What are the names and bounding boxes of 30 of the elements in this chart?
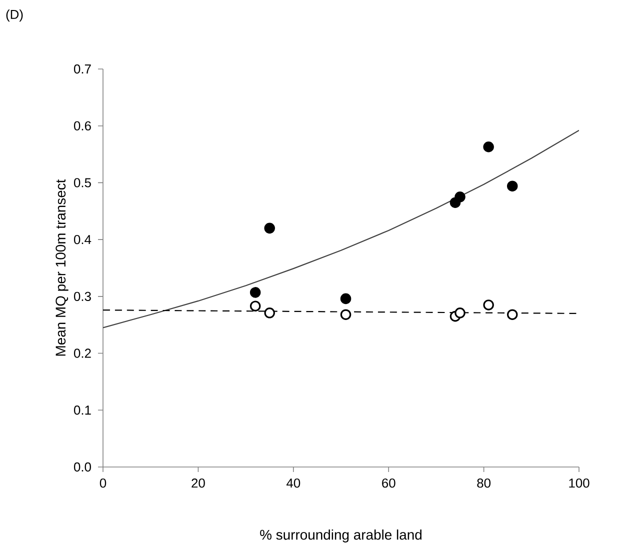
point <box>454 308 466 318</box>
y-axis-title: Mean MQ per 100m transect <box>56 179 68 356</box>
x-axis-title: % surrounding arable land <box>260 529 422 542</box>
y-tick-label: 0.3 <box>74 292 91 301</box>
point <box>483 300 494 310</box>
point <box>264 222 275 234</box>
point <box>506 309 518 320</box>
line-series <box>103 130 580 328</box>
x-tick-label: 20 <box>192 478 205 488</box>
y-tick-label: 0.1 <box>74 406 91 415</box>
point <box>250 287 261 298</box>
point <box>506 180 518 192</box>
y-tick-label: 0.2 <box>74 348 91 358</box>
point <box>340 309 352 320</box>
y-tick-label: 0.4 <box>74 234 92 244</box>
x-tick-label: 60 <box>382 478 396 488</box>
x-tick-label: 80 <box>477 478 491 488</box>
x-tick-label: 40 <box>286 478 300 488</box>
x-tick-label: 0 <box>100 478 106 488</box>
point <box>340 293 352 304</box>
x-tick-label: 100 <box>569 478 590 488</box>
point <box>483 142 494 152</box>
y-tick-label: 0.5 <box>74 178 91 188</box>
point <box>454 192 466 202</box>
text: (D) <box>6 10 23 22</box>
point <box>250 300 261 312</box>
y-tick-label: 0.7 <box>74 64 91 74</box>
point <box>264 308 275 318</box>
y-tick-label: 0.6 <box>74 121 91 130</box>
y-tick-label: 0.0 <box>74 462 91 472</box>
